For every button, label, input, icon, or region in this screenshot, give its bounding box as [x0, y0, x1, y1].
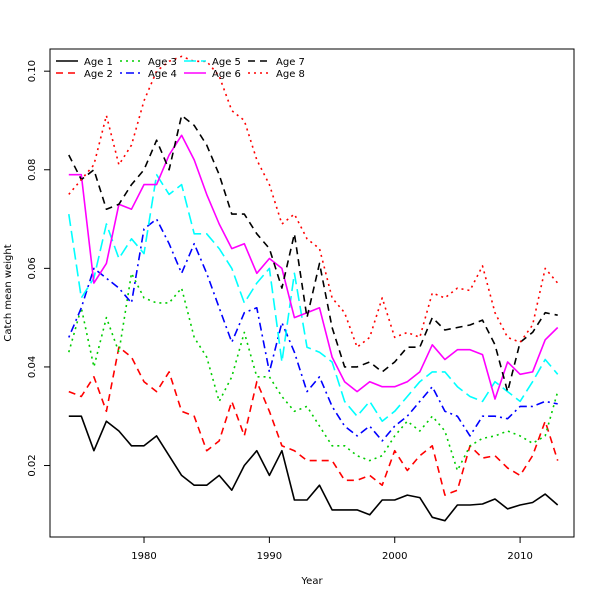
- legend-label-age-3: Age 3: [148, 57, 177, 68]
- series-line-age-4: [68, 218, 558, 442]
- legend-label-age-7: Age 7: [276, 57, 305, 68]
- x-axis-label: Year: [300, 576, 323, 587]
- series-line-age-5: [68, 173, 559, 423]
- series-line-age-1: [68, 415, 559, 522]
- series-line-age-3: [68, 272, 559, 472]
- y-tick-label: 0.02: [27, 454, 38, 476]
- x-tick-label: 2010: [507, 551, 532, 562]
- x-tick-label: 1980: [131, 551, 156, 562]
- legend-label-age-8: Age 8: [276, 69, 305, 80]
- legend-label-age-5: Age 5: [212, 57, 241, 68]
- y-tick-label: 0.06: [27, 257, 38, 279]
- series-line-age-8: [68, 55, 559, 349]
- series-line-age-7: [68, 114, 558, 393]
- x-tick-label: 2000: [382, 551, 407, 562]
- legend-label-age-2: Age 2: [84, 69, 113, 80]
- y-axis-label: Catch mean weight: [3, 244, 14, 341]
- y-axis: 0.02 0.04 0.06 0.08 0.10: [27, 60, 50, 477]
- legend-label-age-6: Age 6: [212, 69, 241, 80]
- plot-frame: [49, 48, 575, 538]
- legend-label-age-1: Age 1: [84, 57, 113, 68]
- y-tick-label: 0.10: [27, 60, 38, 82]
- series-layer: [68, 55, 559, 522]
- series-line-age-6: [68, 134, 559, 400]
- x-axis: 1980 1990 2000 2010: [131, 537, 533, 562]
- series-line-age-2: [68, 346, 559, 496]
- x-tick-label: 1990: [257, 551, 282, 562]
- y-tick-label: 0.04: [27, 356, 38, 378]
- y-tick-label: 0.08: [27, 159, 38, 181]
- legend-label-age-4: Age 4: [148, 69, 177, 80]
